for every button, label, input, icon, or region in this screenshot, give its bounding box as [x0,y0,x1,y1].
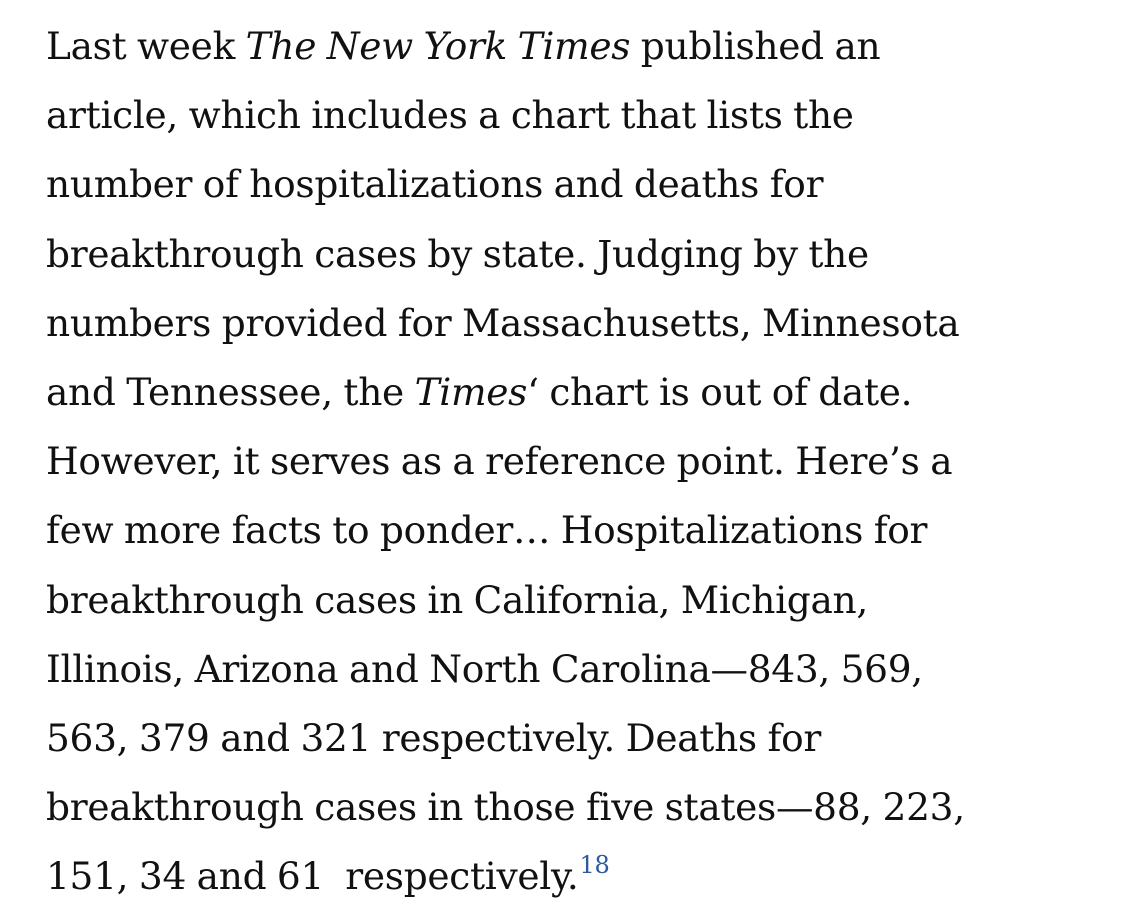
line-1-text-a: Last week [46,24,246,68]
publication-title: The New York Times [245,24,631,68]
publication-short-title: Times [414,370,528,415]
paragraph-line-4: breakthrough cases by state. Judging by … [46,231,869,276]
paragraph-line-12: breakthrough cases in those five states—… [46,785,965,830]
paragraph-line-11: 563, 379 and 321 respectively. Deaths fo… [46,716,821,761]
article-paragraph: Last week The New York Times published a… [46,12,1096,912]
paragraph-line-3: number of hospitalizations and deaths fo… [46,162,824,207]
footnote-link[interactable]: 18 [579,850,610,879]
paragraph-line-6: and Tennessee, the Times‘ chart is out o… [46,358,1096,427]
line-13-text: 151, 34 and 61 respectively. [46,854,579,899]
paragraph-line-10: Illinois, Arizona and North Carolina—843… [46,646,923,691]
paragraph-line-8: few more facts to ponder… Hospitalizatio… [46,508,928,553]
paragraph-line-5: numbers provided for Massachusetts, Minn… [46,300,960,345]
line-1-text-b: published an [630,24,881,68]
paragraph-line-7: However, it serves as a reference point.… [46,439,953,484]
paragraph-line-9: breakthrough cases in California, Michig… [46,577,869,622]
line-6-text-b: ‘ chart is out of date. [527,370,913,415]
paragraph-line-13: 151, 34 and 61 respectively.18 [46,842,1096,911]
paragraph-line-1: Last week The New York Times published a… [46,12,1096,81]
line-6-text-a: and Tennessee, the [46,370,415,415]
paragraph-line-2: article, which includes a chart that lis… [46,93,854,138]
